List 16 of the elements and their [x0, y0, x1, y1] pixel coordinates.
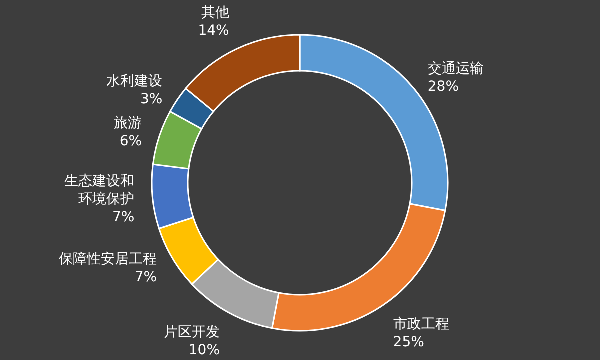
slice-label: 生态建设和环境保护: [64, 174, 135, 208]
data-label: 10%: [188, 342, 220, 358]
slice-label: 交通运输: [428, 61, 484, 78]
slice-label: 水利建设: [106, 74, 163, 90]
data-label: 28%: [428, 79, 460, 96]
slice-label: 保障性安居工程: [59, 252, 158, 268]
data-label: 3%: [140, 92, 163, 108]
data-label: 6%: [120, 134, 142, 150]
data-label: 25%: [393, 334, 424, 350]
data-label: 14%: [198, 22, 230, 39]
data-label: 7%: [134, 270, 158, 286]
slice-label: 旅游: [114, 116, 142, 132]
slice-label: 片区开发: [164, 324, 220, 340]
slice-label: 其他: [201, 4, 230, 21]
slice-label: 市政工程: [393, 316, 450, 332]
data-label: 7%: [112, 210, 135, 226]
